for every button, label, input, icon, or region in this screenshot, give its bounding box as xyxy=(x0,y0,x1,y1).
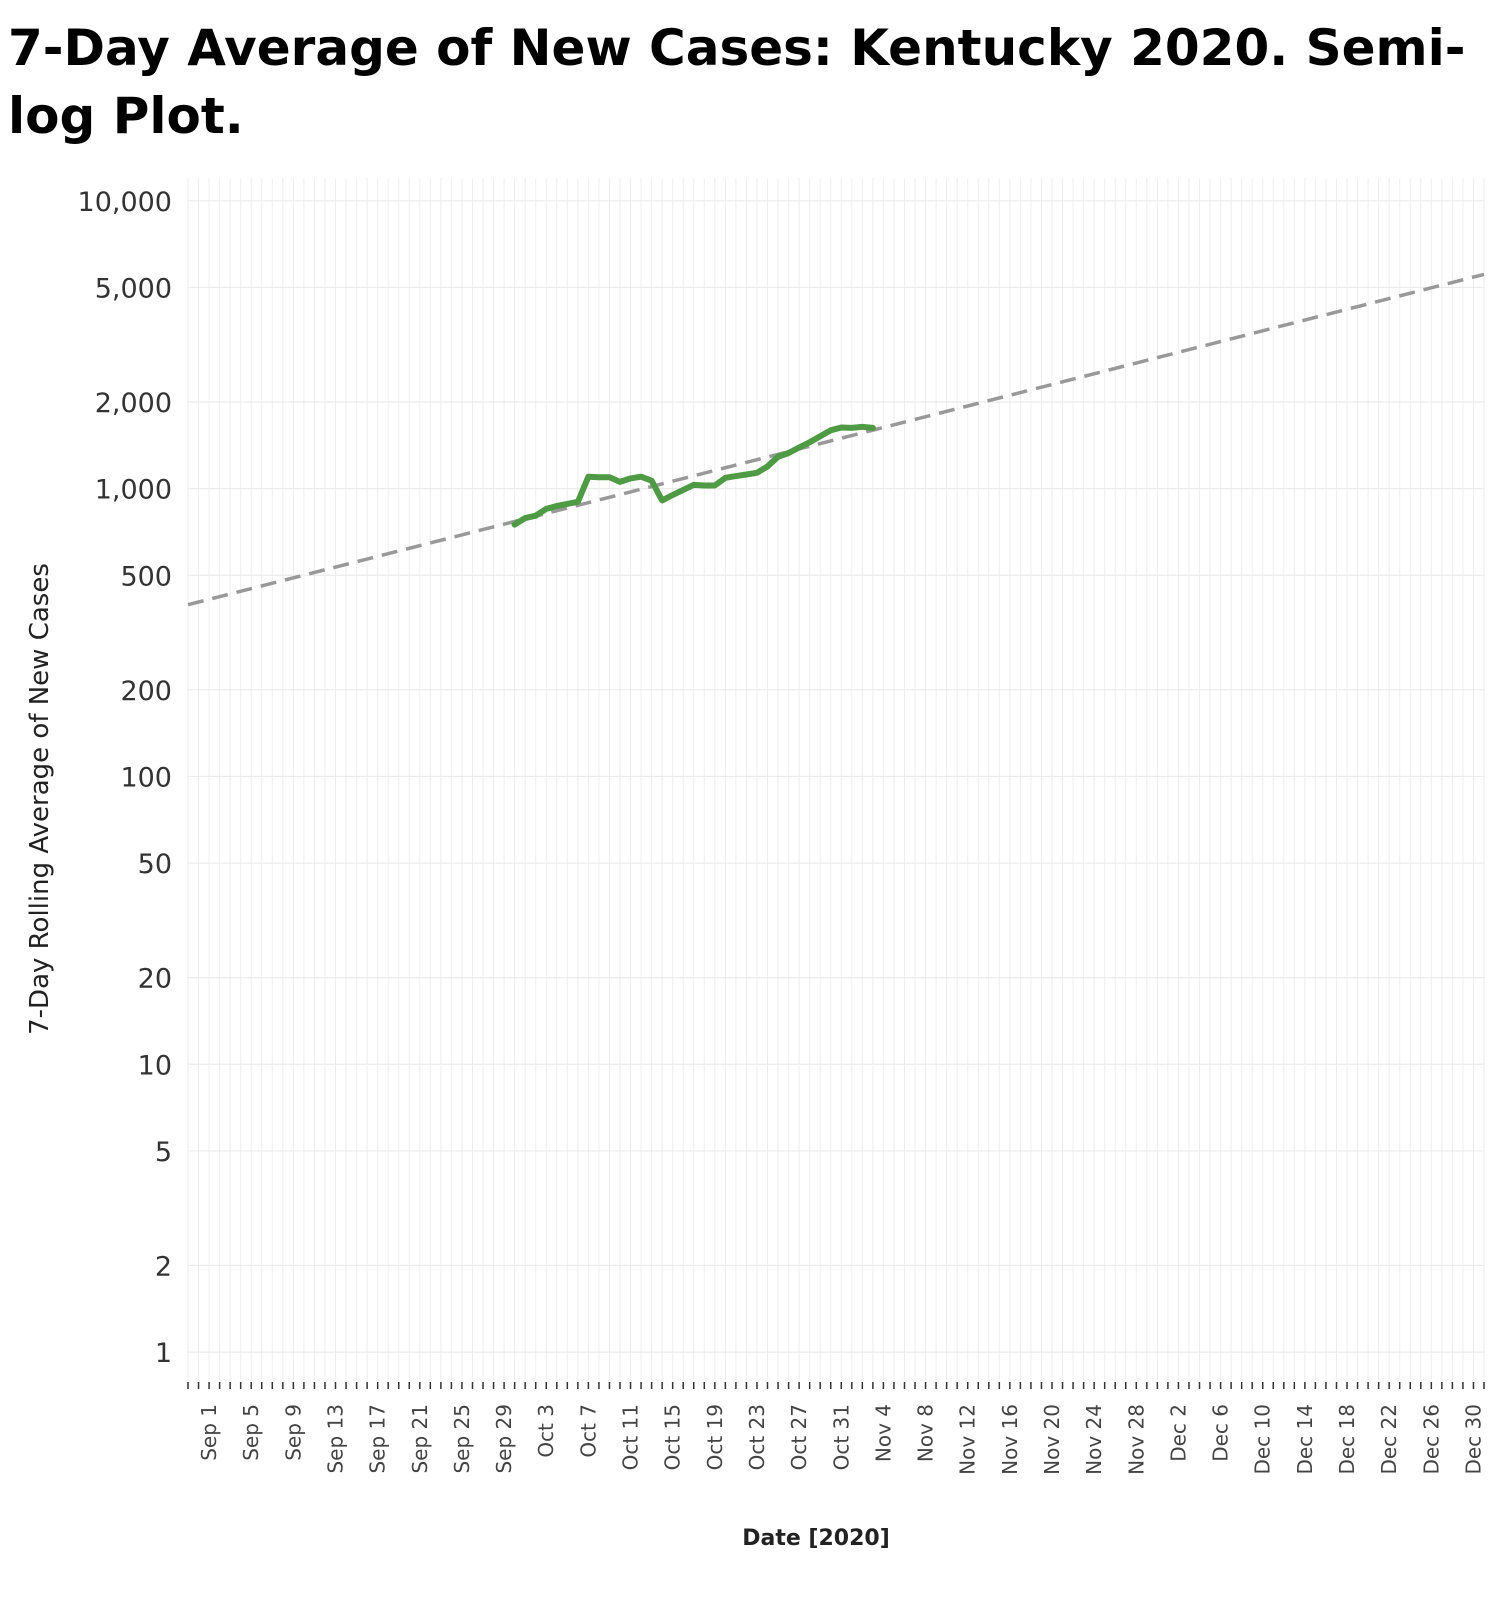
y-tick-label: 5 xyxy=(155,1137,172,1168)
trend-line xyxy=(187,272,1485,607)
x-tick-label: Nov 8 xyxy=(914,1404,938,1462)
x-tick-label: Sep 5 xyxy=(239,1404,263,1461)
x-tick-label: Oct 7 xyxy=(576,1404,600,1458)
x-tick-label: Nov 4 xyxy=(871,1404,895,1462)
x-tick-label: Sep 13 xyxy=(324,1404,348,1474)
y-tick-label: 2,000 xyxy=(95,388,172,419)
x-tick-label: Nov 12 xyxy=(956,1404,980,1475)
y-tick-label: 500 xyxy=(120,561,172,592)
y-tick-label: 5,000 xyxy=(95,273,172,304)
gridlines xyxy=(187,178,1485,1380)
y-tick-label: 1,000 xyxy=(95,475,172,506)
chart-title: 7-Day Average of New Cases: Kentucky 202… xyxy=(8,19,1466,145)
x-tick-label: Oct 19 xyxy=(703,1404,727,1470)
x-tick-label: Dec 18 xyxy=(1335,1404,1359,1475)
x-tick-label: Sep 29 xyxy=(492,1404,516,1474)
x-tick-label: Dec 26 xyxy=(1419,1404,1443,1475)
x-tick-label: Sep 17 xyxy=(366,1404,390,1474)
cases-line xyxy=(511,423,876,528)
y-tick-label: 50 xyxy=(138,849,172,880)
y-axis-title: 7-Day Rolling Average of New Cases xyxy=(25,563,55,1035)
x-axis-ticks: Sep 1 Sep 5 Sep 9 Sep 13 Sep 17 Sep 21 Sep 25 S… xyxy=(187,1382,1485,1475)
x-tick-label: Dec 14 xyxy=(1293,1404,1317,1475)
x-tick-label: Dec 22 xyxy=(1377,1404,1401,1475)
x-axis-title: Date [2020] xyxy=(742,1526,890,1551)
y-tick-label: 10 xyxy=(138,1050,172,1081)
y-tick-label: 10,000 xyxy=(78,187,172,218)
x-tick-label: Oct 31 xyxy=(829,1404,853,1470)
y-tick-label: 2 xyxy=(155,1251,172,1282)
y-axis-ticks: 1 2 5 10 20 50 100 200 500 1,000 2,000 5,000 10,000 xyxy=(78,187,172,1369)
x-tick-label: Nov 16 xyxy=(998,1404,1022,1475)
x-tick-label: Oct 3 xyxy=(534,1404,558,1458)
x-tick-label: Nov 28 xyxy=(1124,1404,1148,1475)
x-tick-label: Oct 23 xyxy=(745,1404,769,1470)
x-tick-label: Dec 6 xyxy=(1209,1404,1233,1462)
x-tick-label: Dec 30 xyxy=(1461,1404,1485,1475)
x-tick-label: Sep 25 xyxy=(450,1404,474,1474)
y-tick-label: 20 xyxy=(138,964,172,995)
x-tick-label: Nov 20 xyxy=(1040,1404,1064,1475)
x-tick-label: Nov 24 xyxy=(1082,1404,1106,1475)
y-tick-label: 200 xyxy=(120,676,172,707)
y-tick-label: 1 xyxy=(155,1338,172,1369)
x-tick-label: Dec 2 xyxy=(1166,1404,1190,1462)
x-tick-label: Sep 1 xyxy=(197,1404,221,1461)
x-tick-label: Sep 21 xyxy=(408,1404,432,1474)
x-tick-label: Oct 15 xyxy=(661,1404,685,1470)
x-tick-label: Oct 11 xyxy=(619,1404,643,1470)
x-tick-label: Sep 9 xyxy=(281,1404,305,1461)
x-tick-label: Oct 27 xyxy=(787,1404,811,1470)
x-tick-label: Dec 10 xyxy=(1251,1404,1275,1475)
series-layer xyxy=(187,272,1485,607)
y-tick-label: 100 xyxy=(120,762,172,793)
